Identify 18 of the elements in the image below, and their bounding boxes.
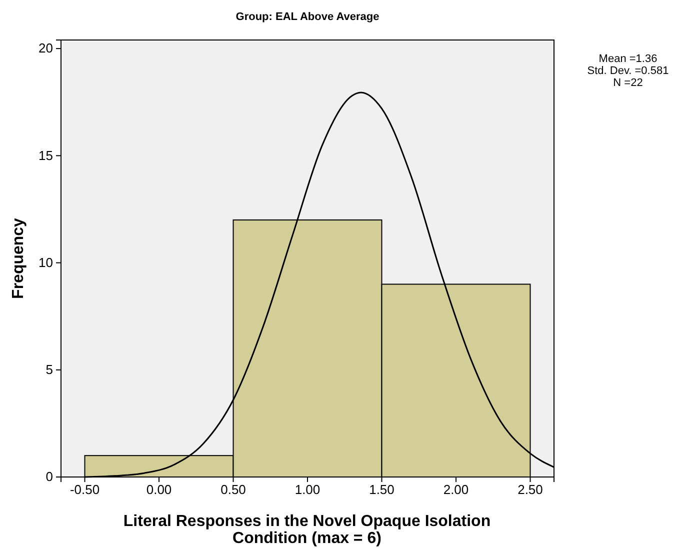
chart-title: Group: EAL Above Average bbox=[236, 11, 380, 23]
y-tick-label: 5 bbox=[46, 362, 53, 378]
y-tick-label: 20 bbox=[38, 40, 53, 56]
x-tick-label: 2.00 bbox=[443, 482, 469, 498]
text: Std. Dev. =0.581 bbox=[587, 65, 669, 77]
x-axis-title: Literal Responses in the Novel Opaque Isolation Condition (max = 6) bbox=[123, 513, 491, 547]
text: N =22 bbox=[613, 77, 643, 89]
x-tick-label: 0.00 bbox=[146, 482, 172, 498]
x-tick-label: -0.50 bbox=[70, 482, 100, 498]
x-tick-label: 0.50 bbox=[220, 482, 246, 498]
y-axis-title: Frequency bbox=[10, 218, 27, 299]
y-tick-label: 10 bbox=[38, 254, 53, 270]
y-tick-label: 0 bbox=[46, 469, 53, 484]
x-tick-label: 1.00 bbox=[294, 482, 320, 498]
text: Mean =1.36 bbox=[598, 53, 658, 65]
x-tick-label: 1.50 bbox=[369, 482, 394, 498]
x-tick-label: 2.50 bbox=[518, 482, 543, 498]
y-tick-label: 15 bbox=[38, 148, 53, 163]
